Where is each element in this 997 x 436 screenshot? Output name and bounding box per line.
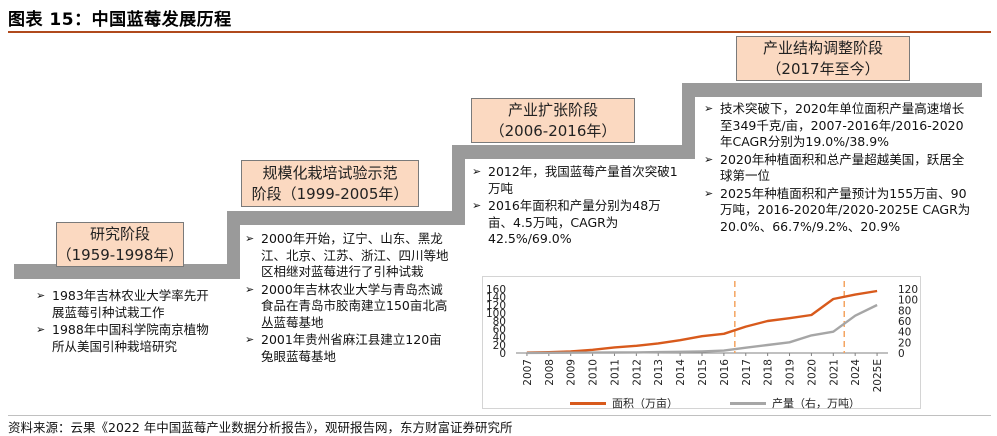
y-right-tick-label: 20 [898, 337, 911, 349]
staircase-step-4 [682, 83, 982, 97]
stage-period: （2017年至今） [766, 59, 880, 78]
legend-swatch [570, 401, 606, 405]
source-rule [8, 415, 991, 416]
staircase-step-2 [227, 211, 465, 225]
stage-name: 产业扩张阶段 [507, 100, 598, 119]
x-tick-label: 2010 [588, 359, 600, 386]
list-item: ➢ 2001年贵州省麻江县建立120亩兔眼蓝莓基地 [245, 332, 442, 364]
list-item: ➢ 技术突破下，2020年单位面积产量高速增长至349千克/亩，2007-2016… [704, 101, 965, 149]
figure-title: 图表 15：中国蓝莓发展历程 [8, 10, 232, 30]
stage-box-expansion: 产业扩张阶段 （2006-2016年） [471, 98, 635, 143]
x-tick-label: 2024 [850, 359, 862, 386]
x-tick-label: 2019 [785, 359, 797, 386]
list-item: ➢ 2000年吉林农业大学与青岛杰诚食品在青岛市胶南建立150亩北高丛蓝莓基地 [245, 281, 448, 330]
y-right-tick-label: 100 [898, 295, 918, 307]
x-tick-label: 2011 [609, 359, 621, 386]
legend-label: 面积（万亩） [612, 397, 678, 410]
list-item: ➢ 2020年种植面积和总产量超越美国，跃居全球第一位 [704, 151, 965, 184]
x-tick-label: 2025E [872, 359, 884, 392]
y-right-tick-label: 0 [898, 348, 905, 360]
arrow-right-icon: ➢ [704, 102, 714, 115]
x-tick-label: 2012 [631, 359, 643, 386]
x-tick-label: 2014 [675, 359, 687, 386]
stage-name: 产业结构调整阶段 [762, 38, 883, 57]
y-left-tick-label: 40 [493, 332, 506, 344]
source-note: 资料来源：云果《2022 年中国蓝莓产业数据分析报告》，观研报告网，东方财富证券… [8, 420, 513, 435]
x-tick-label: 2020 [806, 359, 818, 386]
x-tick-label: 2013 [653, 359, 665, 386]
arrow-right-icon: ➢ [472, 165, 482, 178]
stage-period: 阶段（1999-2005年） [251, 184, 409, 203]
x-tick-label: 2021 [828, 359, 840, 386]
list-item: ➢ 2012年，我国蓝莓产量首次突破1万吨 [472, 164, 678, 196]
stage-4-bullets: ➢ 技术突破下，2020年单位面积产量高速增长至349千克/亩，2007-2016… [702, 101, 974, 236]
x-tick-label: 2007 [522, 359, 534, 386]
arrow-right-icon: ➢ [245, 282, 255, 296]
staircase-step-3 [452, 145, 695, 159]
y-left-tick-label: 20 [493, 340, 506, 352]
y-right-tick-label: 40 [898, 327, 911, 339]
legend-item-production: 产量（右，万吨） [730, 395, 860, 411]
legend-item-area: 面积（万亩） [570, 395, 678, 411]
arrow-right-icon: ➢ [36, 289, 46, 302]
list-item: ➢ 1988年中国科学院南京植物所从美国引种栽培研究 [36, 322, 209, 354]
y-left-tick-label: 140 [486, 292, 506, 304]
stage-name: 规模化栽培试验示范 [262, 163, 398, 182]
staircase-riser-2 [452, 145, 465, 225]
series-production-line [526, 303, 878, 355]
stage-period: （2006-2016年） [489, 121, 617, 140]
chart-frame [482, 276, 921, 409]
x-tick-label: 2008 [544, 359, 556, 386]
arrow-right-icon: ➢ [472, 199, 482, 212]
y-left-tick-label: 60 [493, 324, 506, 336]
x-tick-label: 2017 [741, 359, 753, 386]
legend-label: 产量（右，万吨） [772, 397, 860, 410]
stage-box-restructuring: 产业结构调整阶段 （2017年至今） [736, 36, 910, 81]
stage-2-bullets: ➢ 2000年开始，辽宁、山东、黑龙江、北京、江苏、浙江、四川等地区相继对蓝莓进行… [243, 231, 451, 366]
stage-box-pilot: 规模化栽培试验示范 阶段（1999-2005年） [241, 160, 419, 207]
arrow-right-icon: ➢ [704, 186, 714, 200]
x-tick-label: 2016 [719, 359, 731, 386]
staircase-step-1 [14, 264, 240, 279]
staircase-riser-1 [227, 211, 240, 279]
stage-box-research: 研究阶段 （1959-1998年） [56, 222, 184, 267]
x-tick-label: 2015 [697, 359, 709, 386]
y-right-tick-label: 60 [898, 316, 911, 328]
y-left-tick-label: 120 [486, 300, 506, 312]
x-tick-label: 2018 [763, 359, 775, 386]
list-item: ➢ 2000年开始，辽宁、山东、黑龙江、北京、江苏、浙江、四川等地区相继对蓝莓进行… [245, 231, 449, 279]
stage-name: 研究阶段 [89, 224, 150, 243]
stage-3-bullets: ➢ 2012年，我国蓝莓产量首次突破1万吨 ➢ 2016年面积和产量分别为48万亩、… [470, 164, 678, 249]
title-rule [8, 31, 991, 33]
list-item: ➢ 2025年种植面积和产量预计为155万亩、90万吨，2016-2020年/20… [704, 185, 971, 234]
stage-period: （1959-1998年） [56, 245, 184, 264]
stage-1-bullets: ➢ 1983年吉林农业大学率先开展蓝莓引种试栽工作 ➢ 1988年中国科学院南京植物… [34, 288, 216, 356]
y-left-tick-label: 100 [486, 308, 506, 320]
y-left-tick-label: 80 [493, 316, 506, 328]
list-item: ➢ 2016年面积和产量分别为48万亩、4.5万吨，CAGR为42.5%/69.0… [472, 198, 661, 246]
staircase-riser-3 [682, 83, 695, 159]
series-area-line [526, 289, 878, 354]
y-left-tick-label: 160 [486, 284, 506, 296]
arrow-right-icon: ➢ [36, 323, 46, 336]
arrow-right-icon: ➢ [245, 333, 255, 346]
arrow-right-icon: ➢ [704, 152, 714, 166]
list-item: ➢ 1983年吉林农业大学率先开展蓝莓引种试栽工作 [36, 288, 209, 320]
y-right-tick-label: 120 [898, 284, 918, 296]
x-tick-label: 2009 [566, 359, 578, 386]
arrow-right-icon: ➢ [245, 232, 255, 245]
legend-swatch [730, 401, 766, 405]
y-right-tick-label: 80 [898, 305, 911, 317]
y-left-tick-label: 0 [499, 348, 506, 360]
